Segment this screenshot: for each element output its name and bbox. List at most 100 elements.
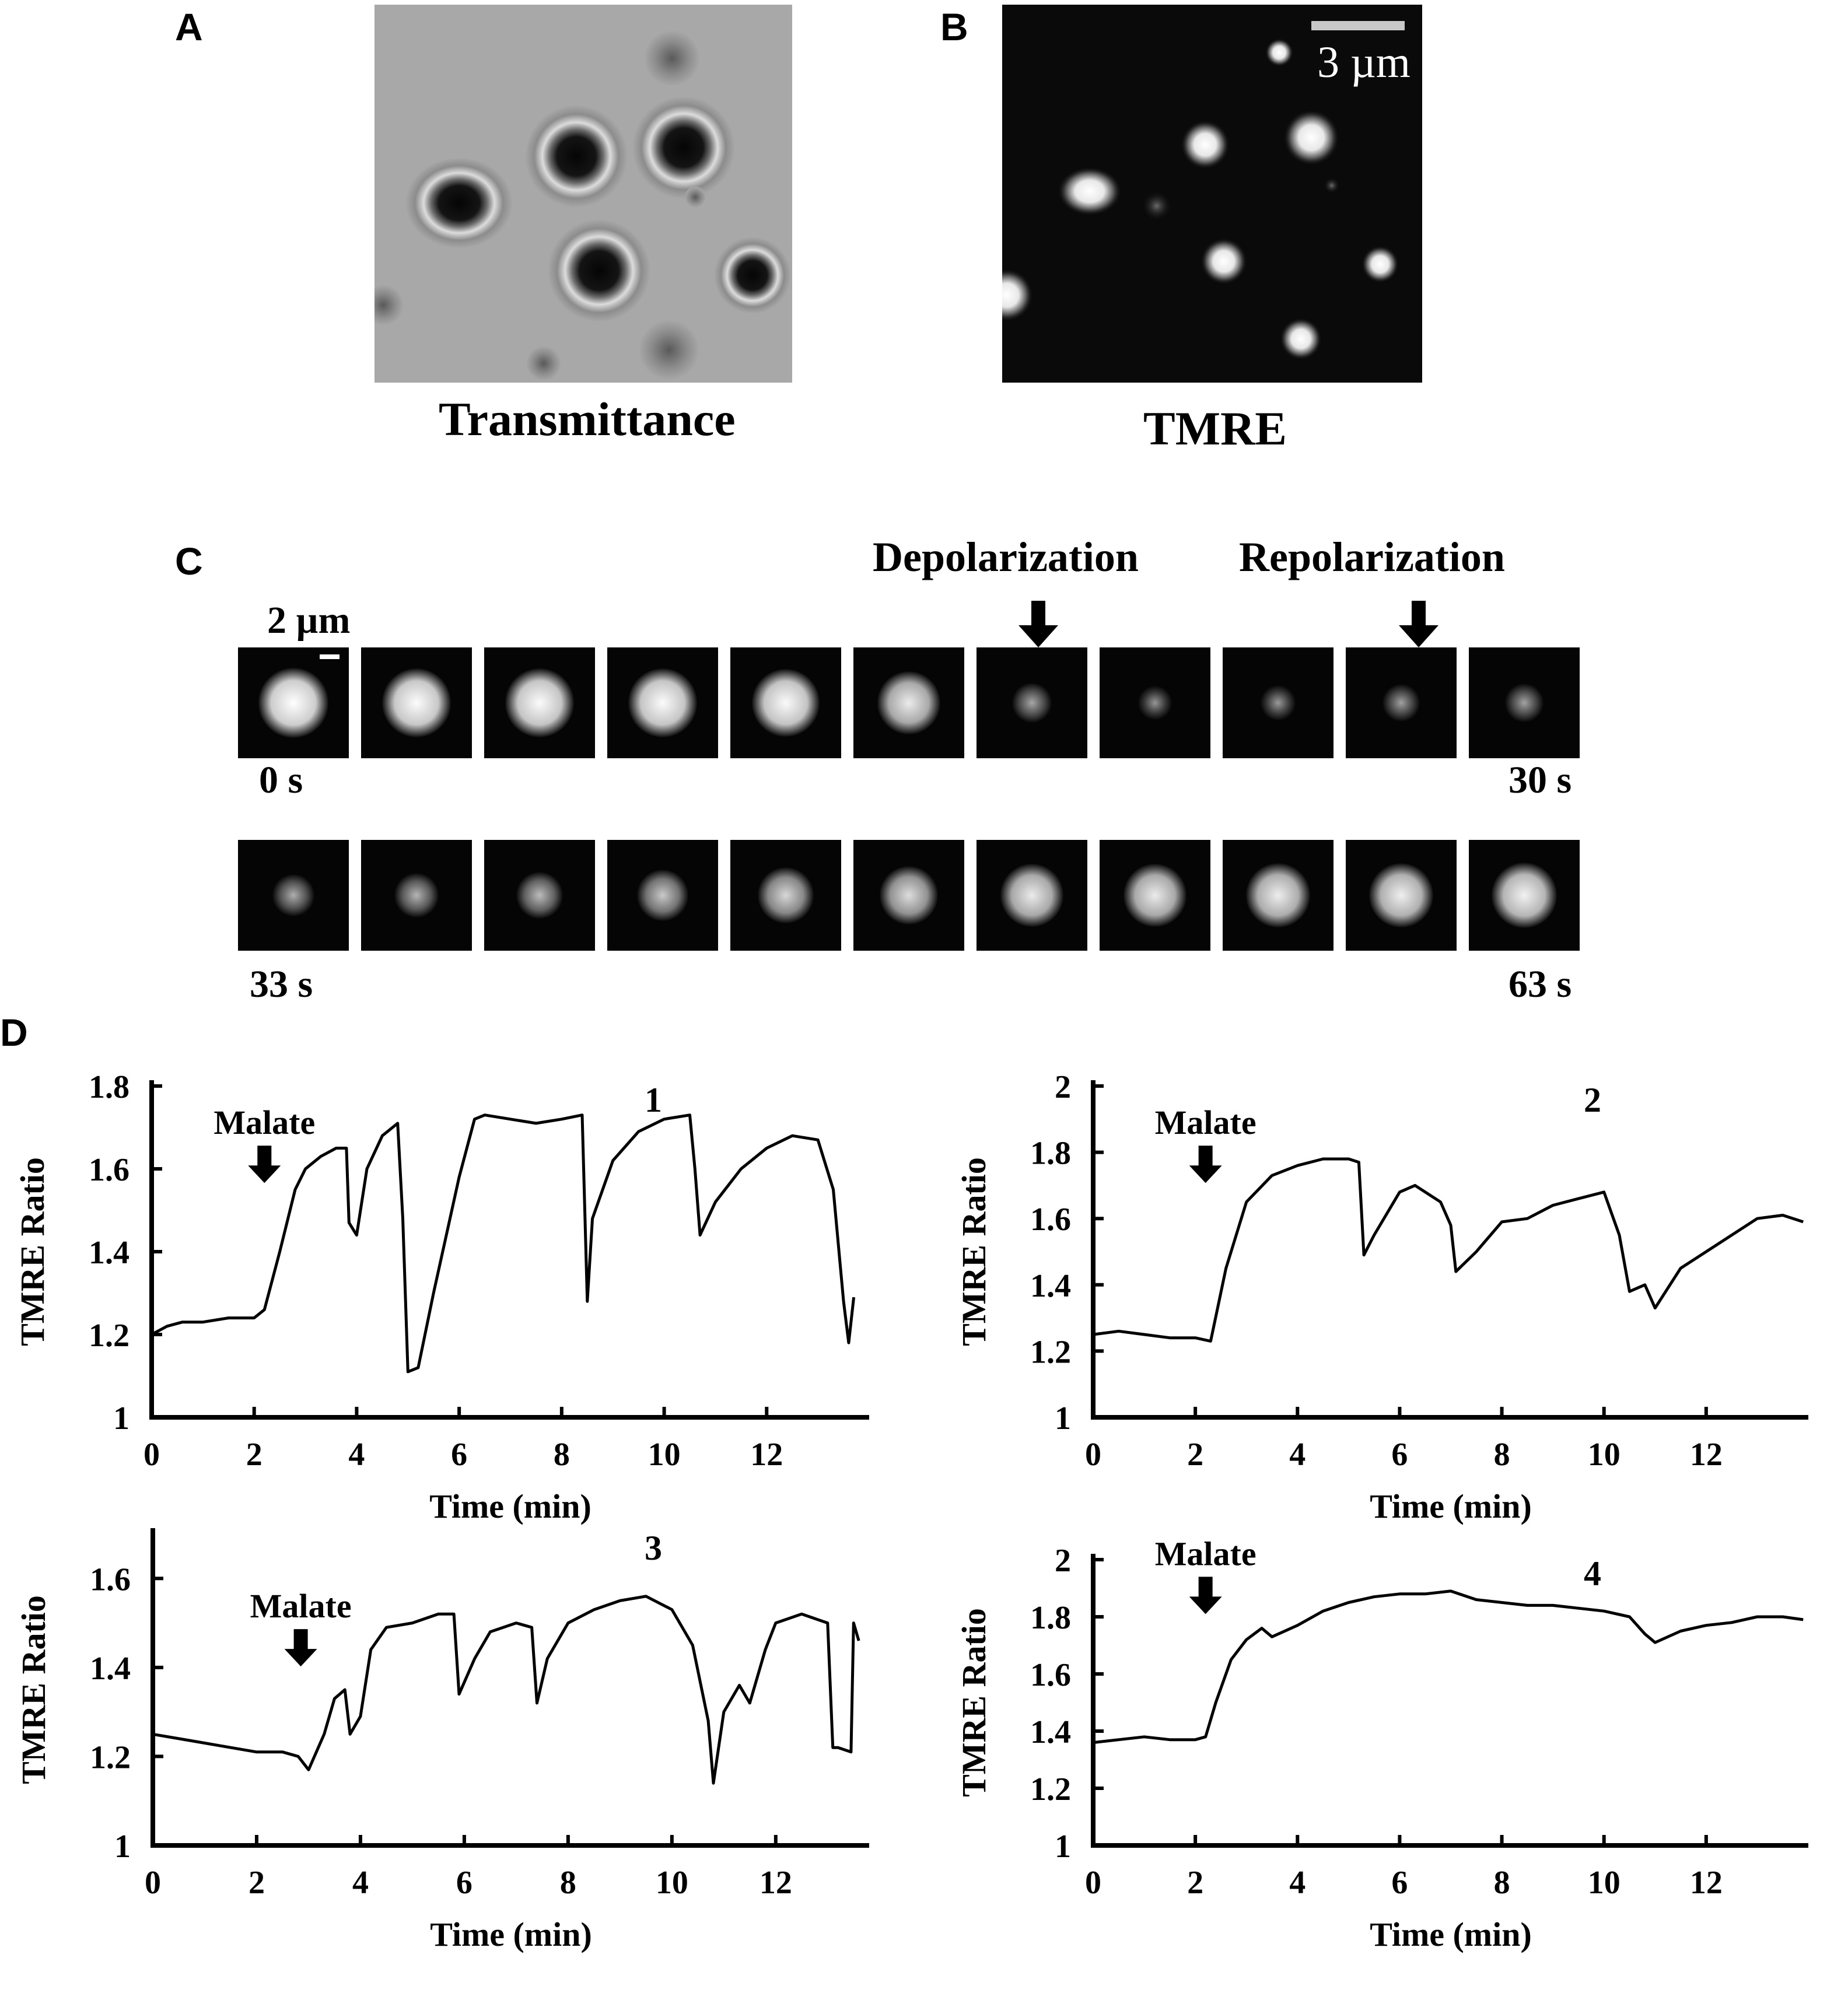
mitochondrion-blob [1368,863,1434,928]
y-tick-label: 1.2 [1030,1771,1071,1808]
x-tick-label: 0 [1085,1437,1101,1473]
tmre-chart-2: 0 2 4 6 8 10 12 1 1.2 1.4 1.6 1.8 2 Time (min) TMRE Ra… [955,1069,1808,1525]
x-tick-label: 12 [1690,1437,1723,1473]
y-tick-label: 1.4 [1030,1714,1071,1750]
row1-frame-7 [977,647,1087,758]
y-axis-label: TMRE Ratio [13,1157,51,1346]
x-tick-label: 8 [554,1437,570,1473]
tmre-chart-3: 0 2 4 6 8 10 12 1 1.2 1.4 1.6 Time (min) TMRE Ratio 3… [15,1528,869,1953]
row2-end-time: 63 s [1508,963,1572,1006]
x-tick-label: 6 [451,1437,467,1473]
x-tick-label: 10 [656,1865,688,1901]
row2-start-time: 33 s [250,963,313,1006]
tmre-chart-4: 0 2 4 6 8 10 12 1 1.2 1.4 1.6 1.8 2 Time (min) TMRE Ra… [955,1535,1808,1953]
y-tick-label: 1 [1055,1400,1071,1437]
tmre-ratio-line [150,1113,856,1374]
mitochondrion-blob [628,668,697,737]
scalebar-2um-label: 2 µm [267,599,351,642]
mitochondrion-blob [1138,686,1172,720]
x-axis-label: Time (min) [1370,1915,1532,1953]
tmre-cells [1002,21,1405,360]
x-tick-label: 12 [760,1865,792,1901]
row1-frame-6 [853,647,964,758]
row1-frame-4 [607,647,718,758]
row2-frame-4 [607,840,718,951]
y-axis-label: TMRE Ratio [15,1595,52,1784]
row1-frame-1 [238,647,349,758]
row2-frame-6 [853,840,964,951]
x-tick-label: 2 [1187,1865,1203,1901]
malate-label: Malate [214,1104,315,1141]
x-tick-label: 8 [1494,1865,1510,1901]
y-tick-label: 1.6 [1030,1202,1071,1238]
tmre-image [1002,5,1422,383]
mitochondrion-blob [1124,864,1186,927]
y-axis-label: TMRE Ratio [955,1608,993,1797]
panel-letter-c: C [175,540,203,583]
x-tick-label: 4 [352,1865,369,1901]
caption-tmre: TMRE [1143,402,1287,455]
depolarization-arrow-icon [1019,601,1058,647]
row1-frame-3 [484,647,595,758]
x-tick-label: 12 [750,1437,783,1473]
row2-frame-2 [361,840,472,951]
y-tick-label: 1.2 [1030,1334,1071,1370]
y-tick-label: 1.4 [89,1235,130,1271]
x-tick-label: 8 [1494,1437,1510,1473]
scalebar-3um [1311,21,1405,30]
x-tick-label: 0 [1085,1865,1101,1901]
row1-end-time: 30 s [1508,759,1572,801]
malate-label: Malate [1155,1535,1256,1572]
x-tick-label: 2 [249,1865,265,1901]
x-tick-label: 8 [560,1865,576,1901]
panel-letter-b: B [940,5,968,48]
x-tick-label: 2 [1187,1437,1203,1473]
tmre-chart-1: 0 2 4 6 8 10 12 1 1.2 1.4 1.6 1.8 Time (min) TMRE Rat… [13,1069,869,1525]
y-tick-label: 1 [113,1400,130,1437]
tmre-ratio-line [1093,1589,1804,1745]
x-tick-label: 10 [648,1437,681,1473]
repolarization-label: Repolarization [1239,534,1505,580]
x-tick-label: 4 [1289,1437,1306,1473]
x-tick-label: 4 [1289,1865,1306,1901]
row1-frame-5 [730,647,841,758]
y-tick-label: 1.2 [90,1739,131,1775]
panel-number: 3 [645,1529,662,1567]
scalebar-2um [320,654,340,659]
mitochondrion-blob [516,872,563,919]
panel-letter-d: D [0,1011,28,1054]
mitochondrion-blob [258,668,328,738]
mitochondrion-blob [1505,684,1544,722]
row1-start-time: 0 s [259,759,303,801]
transmittance-cells [374,30,791,381]
mitochondrion-blob [1261,685,1296,720]
row2-frame-3 [484,840,595,951]
mitochondrion-blob [637,870,688,921]
x-tick-label: 6 [1391,1437,1408,1473]
mitochondrion-blob [758,867,814,923]
x-tick-label: 6 [1391,1865,1408,1901]
mitochondrion-blob [1382,684,1420,721]
y-tick-label: 1.2 [89,1318,130,1354]
row2-frame-10 [1346,840,1457,951]
x-tick-label: 6 [456,1865,473,1901]
row1-frame-9 [1223,647,1334,758]
mitochondrion-blob [272,874,314,916]
malate-label: Malate [250,1587,352,1625]
x-tick-label: 4 [348,1437,365,1473]
mitochondrion-blob [505,668,574,737]
y-tick-label: 1.4 [1030,1268,1071,1304]
x-tick-label: 10 [1588,1865,1620,1901]
scalebar-3um-label: 3 µm [1317,38,1410,87]
panel-number: 2 [1584,1081,1601,1119]
panel-number: 1 [645,1081,662,1119]
row1-frame-10 [1346,647,1457,758]
mitochondrion-blob [751,668,820,737]
mitochondrion-blob [1492,863,1557,928]
caption-transmittance: Transmittance [439,393,736,446]
mitochondrion-blob [880,866,938,924]
mitochondrion-blob [382,668,452,738]
y-tick-label: 1.4 [90,1651,131,1687]
row1-frame-11 [1469,647,1580,758]
